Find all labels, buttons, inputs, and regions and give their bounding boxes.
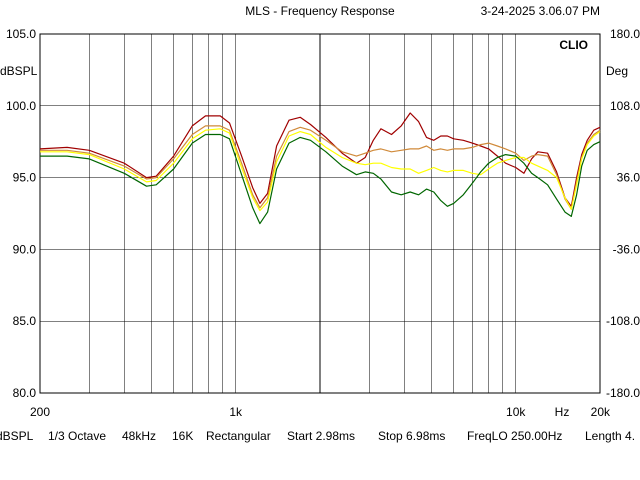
footer-item: dBSPL	[0, 429, 34, 443]
footer-item: 1/3 Octave	[48, 429, 106, 443]
footer-item: 48kHz	[122, 429, 156, 443]
x-axis: 200 1k 10k 20k	[30, 405, 611, 419]
y-tick-label: 100.0	[6, 99, 36, 113]
series-line-2	[40, 125, 601, 210]
x-tick-label: 20k	[591, 405, 611, 419]
footer-item: Stop 6.98ms	[378, 429, 445, 443]
y-tick-label: 105.0	[6, 27, 36, 41]
y-axis: 105.0 100.0 95.0 90.0 85.0 80.0	[6, 27, 36, 400]
x-tick-label: 10k	[506, 405, 526, 419]
timestamp: 3-24-2025 3.06.07 PM	[481, 4, 600, 18]
y-axis-label: dBSPL	[0, 64, 38, 78]
x-tick-label: 1k	[229, 405, 243, 419]
footer-item: FreqLO 250.00Hz	[467, 429, 562, 443]
y2-tick-label: -180.0	[606, 386, 640, 400]
brand-label: CLIO	[559, 38, 588, 52]
y2-axis: 180.0 108.0 36.0 -36.0 -108.0 -180.0	[606, 27, 640, 400]
y-tick-label: 80.0	[13, 386, 37, 400]
plot-frame	[39, 33, 601, 394]
y2-tick-label: 36.0	[617, 171, 640, 185]
footer-info: dBSPL 1/3 Octave 48kHz 16K Rectangular Start …	[0, 429, 635, 443]
y2-tick-label: -36.0	[613, 242, 640, 256]
series-group	[39, 112, 601, 225]
series-line-1	[39, 112, 601, 207]
footer-item: Start 2.98ms	[287, 429, 355, 443]
series-line-4	[40, 133, 601, 225]
y2-axis-label: Deg	[606, 64, 628, 78]
footer-item: Length 4.	[585, 429, 635, 443]
series-line-3	[40, 128, 601, 212]
y-tick-label: 95.0	[13, 171, 37, 185]
y2-tick-label: 108.0	[610, 99, 640, 113]
footer-item: Rectangular	[206, 429, 271, 443]
y2-tick-label: 180.0	[610, 27, 640, 41]
x-unit-label: Hz	[555, 405, 570, 419]
footer-item: 16K	[172, 429, 193, 443]
y2-tick-label: -108.0	[606, 314, 640, 328]
chart-title: MLS - Frequency Response	[245, 4, 395, 18]
y-tick-label: 90.0	[13, 242, 37, 256]
x-tick-label: 200	[30, 405, 50, 419]
y-tick-label: 85.0	[13, 314, 37, 328]
grid	[39, 33, 601, 394]
